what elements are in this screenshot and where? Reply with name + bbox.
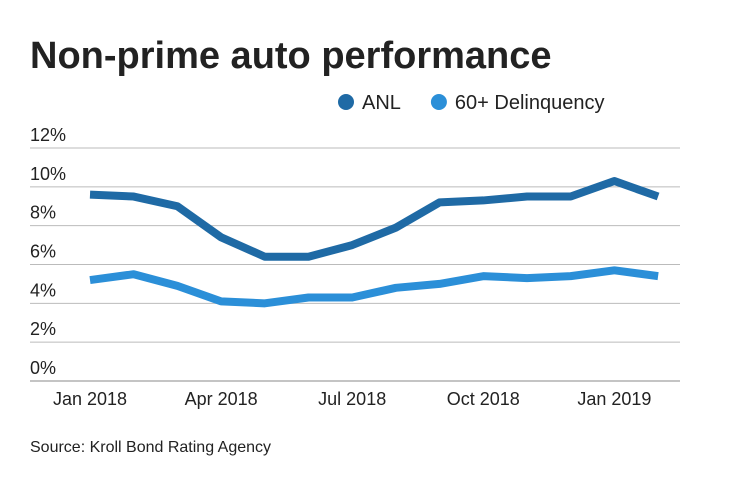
legend-label: ANL <box>362 92 401 114</box>
line-series <box>89 266 659 308</box>
x-tick-label: Jan 2019 <box>577 389 651 409</box>
line-series <box>89 177 660 261</box>
y-tick-label: 6% <box>30 242 56 262</box>
y-tick-label: 2% <box>30 319 56 339</box>
x-tick-label: Jul 2018 <box>318 389 386 409</box>
x-tick-label: Apr 2018 <box>185 389 258 409</box>
y-tick-label: 8% <box>30 203 56 223</box>
y-tick-label: 0% <box>30 358 56 378</box>
x-tick-label: Jan 2018 <box>53 389 127 409</box>
legend-label: 60+ Delinquency <box>455 92 605 114</box>
y-tick-label: 12% <box>30 125 66 145</box>
legend-marker <box>430 94 447 110</box>
legend-marker <box>338 94 354 110</box>
chart-title: Non-prime auto performance <box>30 35 552 77</box>
x-tick-label: Oct 2018 <box>447 389 520 409</box>
y-tick-label: 4% <box>30 280 56 300</box>
source-note: Source: Kroll Bond Rating Agency <box>30 439 271 456</box>
y-tick-label: 10% <box>30 164 66 184</box>
